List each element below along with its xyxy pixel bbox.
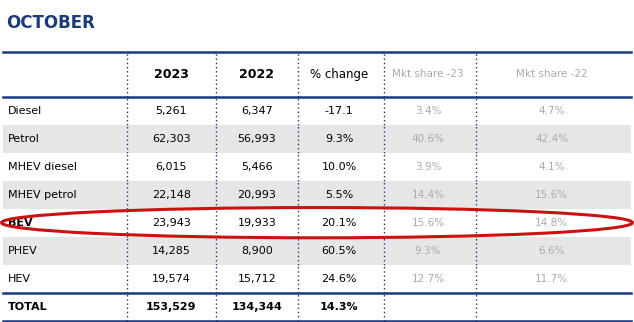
Text: 56,993: 56,993 <box>237 134 276 144</box>
Text: Mkt share -23: Mkt share -23 <box>392 69 463 79</box>
Bar <box>3 209 631 237</box>
Text: 134,344: 134,344 <box>231 302 282 312</box>
Text: 12.7%: 12.7% <box>411 274 444 284</box>
Text: 9.3%: 9.3% <box>415 246 441 256</box>
Text: % change: % change <box>310 68 368 80</box>
Text: 6,347: 6,347 <box>241 106 273 116</box>
Text: -17.1: -17.1 <box>325 106 354 116</box>
Bar <box>3 153 631 181</box>
Text: 3.9%: 3.9% <box>415 162 441 172</box>
Text: 5,261: 5,261 <box>155 106 187 116</box>
Text: 5,466: 5,466 <box>241 162 273 172</box>
Text: 14.4%: 14.4% <box>411 190 444 200</box>
Text: 153,529: 153,529 <box>146 302 197 312</box>
Text: 19,933: 19,933 <box>237 218 276 228</box>
Text: 6,015: 6,015 <box>155 162 187 172</box>
Text: 4.1%: 4.1% <box>538 162 565 172</box>
Text: 11.7%: 11.7% <box>535 274 568 284</box>
Text: 3.4%: 3.4% <box>415 106 441 116</box>
Text: 14.8%: 14.8% <box>535 218 568 228</box>
Text: Petrol: Petrol <box>8 134 40 144</box>
Text: Mkt share -22: Mkt share -22 <box>516 69 587 79</box>
Text: 62,303: 62,303 <box>152 134 190 144</box>
Bar <box>3 265 631 293</box>
Text: 6.6%: 6.6% <box>538 246 565 256</box>
Text: 15.6%: 15.6% <box>411 218 444 228</box>
Text: 23,943: 23,943 <box>152 218 191 228</box>
Text: 5.5%: 5.5% <box>325 190 353 200</box>
Text: 15.6%: 15.6% <box>535 190 568 200</box>
Text: 42.4%: 42.4% <box>535 134 568 144</box>
Bar <box>3 125 631 153</box>
Text: 14.3%: 14.3% <box>320 302 358 312</box>
Bar <box>3 181 631 209</box>
Text: TOTAL: TOTAL <box>8 302 48 312</box>
Text: 8,900: 8,900 <box>241 246 273 256</box>
Text: 19,574: 19,574 <box>152 274 191 284</box>
Text: 10.0%: 10.0% <box>321 162 357 172</box>
Bar <box>3 293 631 321</box>
Text: 4.7%: 4.7% <box>538 106 565 116</box>
Text: BEV: BEV <box>8 218 33 228</box>
Text: 60.5%: 60.5% <box>321 246 357 256</box>
Text: MHEV petrol: MHEV petrol <box>8 190 77 200</box>
Text: 9.3%: 9.3% <box>325 134 353 144</box>
Text: Diesel: Diesel <box>8 106 42 116</box>
Text: 14,285: 14,285 <box>152 246 191 256</box>
Text: 40.6%: 40.6% <box>411 134 444 144</box>
Bar <box>3 237 631 265</box>
Text: PHEV: PHEV <box>8 246 38 256</box>
Text: MHEV diesel: MHEV diesel <box>8 162 77 172</box>
Text: OCTOBER: OCTOBER <box>6 14 95 33</box>
Text: 20,993: 20,993 <box>237 190 276 200</box>
Text: 20.1%: 20.1% <box>321 218 357 228</box>
Bar <box>3 97 631 125</box>
Text: 2023: 2023 <box>153 68 189 80</box>
Text: 2022: 2022 <box>239 68 275 80</box>
Text: 24.6%: 24.6% <box>321 274 357 284</box>
Text: 22,148: 22,148 <box>152 190 191 200</box>
Text: 15,712: 15,712 <box>237 274 276 284</box>
Text: HEV: HEV <box>8 274 31 284</box>
